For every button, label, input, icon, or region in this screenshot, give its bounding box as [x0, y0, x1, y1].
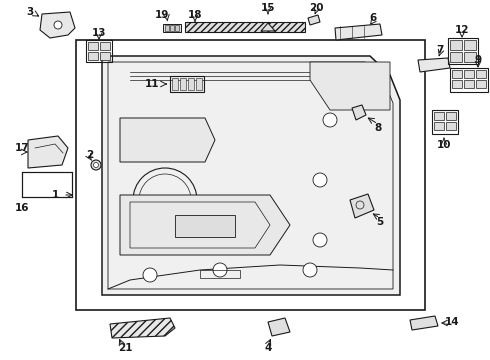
- Text: 19: 19: [155, 10, 169, 20]
- Bar: [450, 40, 462, 50]
- Text: 1: 1: [51, 190, 59, 200]
- Polygon shape: [28, 136, 68, 168]
- Circle shape: [94, 162, 98, 167]
- Bar: [170, 25, 174, 31]
- Bar: [165, 25, 169, 31]
- Text: 6: 6: [369, 13, 377, 23]
- Bar: [476, 80, 486, 88]
- Polygon shape: [110, 318, 175, 338]
- Bar: [446, 112, 456, 120]
- Bar: [464, 52, 476, 62]
- Bar: [22, 172, 72, 197]
- Polygon shape: [120, 118, 215, 162]
- Text: 16: 16: [15, 203, 29, 213]
- Text: 17: 17: [15, 143, 29, 153]
- Polygon shape: [335, 24, 382, 40]
- Bar: [88, 42, 98, 50]
- Text: 5: 5: [376, 217, 384, 227]
- Text: 2: 2: [86, 150, 94, 160]
- Text: 12: 12: [455, 25, 469, 35]
- Bar: [148, 218, 182, 230]
- Circle shape: [313, 173, 327, 187]
- Circle shape: [213, 263, 227, 277]
- Bar: [464, 70, 474, 78]
- Bar: [450, 52, 462, 62]
- Bar: [188, 78, 194, 90]
- Polygon shape: [268, 318, 290, 336]
- Bar: [163, 24, 181, 32]
- Bar: [434, 122, 444, 130]
- Polygon shape: [350, 194, 374, 218]
- Bar: [76, 40, 425, 310]
- Bar: [180, 78, 186, 90]
- Bar: [434, 112, 444, 120]
- Polygon shape: [310, 62, 390, 110]
- Text: 18: 18: [188, 10, 202, 20]
- Bar: [175, 215, 235, 237]
- Bar: [185, 22, 305, 32]
- Polygon shape: [102, 56, 400, 295]
- Text: 11: 11: [145, 79, 159, 89]
- Circle shape: [313, 233, 327, 247]
- Polygon shape: [418, 58, 450, 72]
- Text: 9: 9: [474, 55, 482, 65]
- Polygon shape: [352, 105, 366, 120]
- Bar: [452, 80, 462, 88]
- Circle shape: [143, 268, 157, 282]
- Bar: [464, 80, 474, 88]
- Bar: [464, 40, 476, 50]
- Bar: [86, 40, 112, 62]
- Text: 13: 13: [92, 28, 106, 38]
- Polygon shape: [120, 195, 290, 255]
- Polygon shape: [40, 12, 75, 38]
- Text: 10: 10: [437, 140, 451, 150]
- Bar: [450, 68, 488, 92]
- Text: 14: 14: [445, 317, 459, 327]
- Bar: [452, 70, 462, 78]
- Bar: [88, 52, 98, 60]
- Circle shape: [323, 113, 337, 127]
- Bar: [100, 52, 110, 60]
- Text: 7: 7: [436, 45, 443, 55]
- Polygon shape: [261, 23, 275, 31]
- Circle shape: [303, 263, 317, 277]
- Text: 21: 21: [118, 343, 132, 353]
- Bar: [172, 78, 178, 90]
- Circle shape: [54, 21, 62, 29]
- Bar: [200, 270, 240, 278]
- Text: 3: 3: [26, 7, 34, 17]
- Bar: [432, 110, 458, 134]
- Text: 20: 20: [309, 3, 323, 13]
- Bar: [196, 78, 202, 90]
- Bar: [170, 76, 204, 92]
- Text: 4: 4: [264, 343, 271, 353]
- Polygon shape: [410, 316, 438, 330]
- Polygon shape: [308, 15, 320, 25]
- Bar: [476, 70, 486, 78]
- Text: 15: 15: [261, 3, 275, 13]
- Bar: [175, 25, 179, 31]
- Bar: [448, 38, 478, 64]
- Text: 8: 8: [374, 123, 382, 133]
- Bar: [100, 42, 110, 50]
- Circle shape: [91, 160, 101, 170]
- Bar: [446, 122, 456, 130]
